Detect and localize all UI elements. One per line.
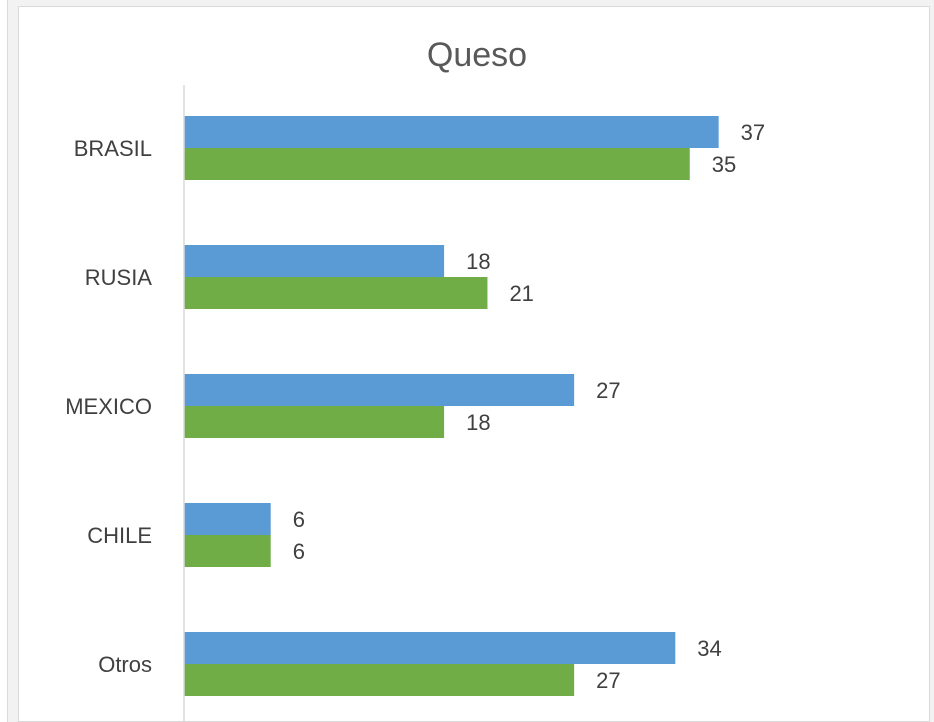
category-label: MEXICO [65, 394, 152, 419]
data-label: 21 [509, 281, 533, 306]
bar [184, 664, 575, 696]
data-label: 6 [293, 539, 305, 564]
bar [184, 632, 676, 664]
data-label: 18 [466, 410, 490, 435]
data-label: 34 [697, 636, 721, 661]
data-label: 6 [293, 507, 305, 532]
category-label: CHILE [87, 523, 152, 548]
data-label: 27 [596, 378, 620, 403]
data-label: 37 [741, 120, 765, 145]
left-panel-edge [0, 0, 8, 722]
category-label: RUSIA [85, 265, 153, 290]
data-label: 35 [712, 152, 736, 177]
bar [184, 277, 488, 309]
bar [184, 503, 271, 535]
bar [184, 406, 445, 438]
category-label: BRASIL [74, 136, 152, 161]
bar [184, 535, 271, 567]
bar [184, 374, 575, 406]
chart-title: Queso [427, 36, 527, 74]
category-label: Otros [98, 652, 152, 677]
data-label: 18 [466, 249, 490, 274]
bar [184, 245, 445, 277]
bar [184, 116, 719, 148]
bar [184, 148, 690, 180]
data-label: 27 [596, 668, 620, 693]
